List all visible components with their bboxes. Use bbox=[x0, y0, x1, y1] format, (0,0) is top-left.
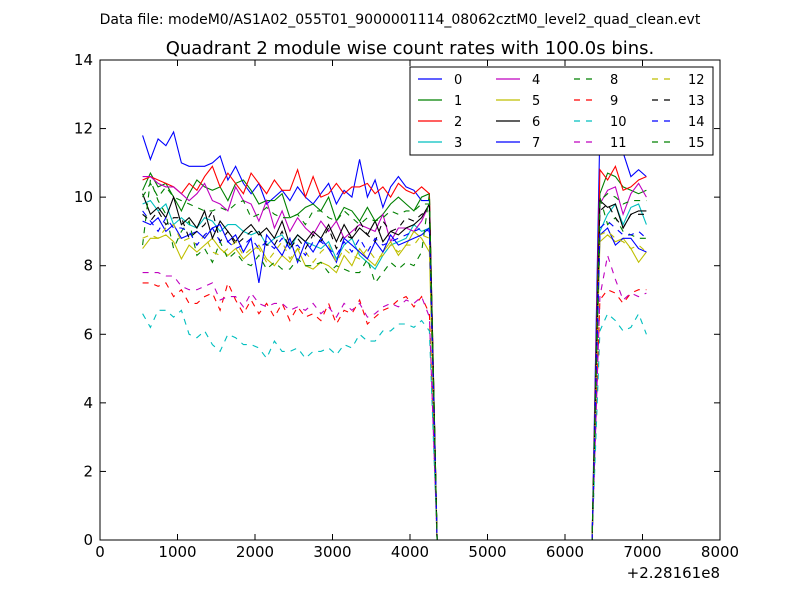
y-tick-label: 14 bbox=[74, 51, 93, 69]
series-line-15 bbox=[142, 182, 647, 541]
y-tick-label: 2 bbox=[83, 462, 93, 480]
series-line-8 bbox=[142, 179, 647, 541]
y-tick-label: 8 bbox=[83, 257, 93, 275]
y-tick-label: 12 bbox=[74, 120, 93, 138]
legend-label-3: 3 bbox=[454, 136, 462, 151]
legend-label-13: 13 bbox=[688, 94, 705, 109]
legend-label-15: 15 bbox=[688, 136, 705, 151]
legend-label-10: 10 bbox=[610, 115, 627, 130]
legend-label-0: 0 bbox=[454, 73, 462, 88]
x-tick-label: 6000 bbox=[546, 543, 584, 561]
x-tick-label: 1000 bbox=[158, 543, 196, 561]
x-offset-label: +2.28161e8 bbox=[627, 564, 720, 582]
tick-layer: 0 1000 2000 3000 4000 5000 6000 7000 80000246810… bbox=[74, 51, 739, 561]
x-tick-label: 5000 bbox=[468, 543, 506, 561]
x-tick-label: 0 bbox=[95, 543, 105, 561]
legend-label-4: 4 bbox=[532, 73, 540, 88]
x-tick-label: 4000 bbox=[391, 543, 429, 561]
legend-label-5: 5 bbox=[532, 94, 540, 109]
legend-label-12: 12 bbox=[688, 73, 705, 88]
y-tick-label: 10 bbox=[74, 188, 93, 206]
legend-label-7: 7 bbox=[532, 136, 540, 151]
legend-label-9: 9 bbox=[610, 94, 618, 109]
y-tick-label: 4 bbox=[83, 394, 93, 412]
legend-label-2: 2 bbox=[454, 115, 462, 130]
legend-label-11: 11 bbox=[610, 136, 627, 151]
legend-label-8: 8 bbox=[610, 73, 618, 88]
series-line-13 bbox=[142, 203, 647, 541]
legend-label-1: 1 bbox=[454, 94, 462, 109]
series-line-14 bbox=[142, 210, 647, 541]
y-tick-label: 0 bbox=[83, 531, 93, 549]
x-tick-label: 3000 bbox=[313, 543, 351, 561]
data-file-label: Data file: modeM0/AS1A02_055T01_90000011… bbox=[100, 12, 701, 28]
x-tick-label: 8000 bbox=[701, 543, 739, 561]
y-tick-label: 6 bbox=[83, 325, 93, 343]
series-line-11 bbox=[142, 255, 647, 541]
chart-title: Quadrant 2 module wise count rates with … bbox=[166, 38, 655, 59]
x-tick-label: 7000 bbox=[623, 543, 661, 561]
x-tick-label: 2000 bbox=[236, 543, 274, 561]
legend-box bbox=[409, 66, 714, 156]
legend-label-14: 14 bbox=[688, 115, 705, 130]
legend-label-6: 6 bbox=[532, 115, 540, 130]
